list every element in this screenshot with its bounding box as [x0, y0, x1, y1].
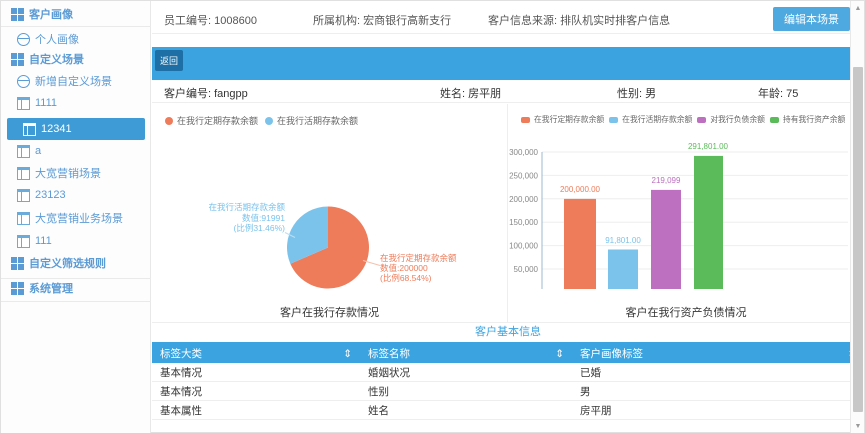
svg-text:(比例68.54%): (比例68.54%): [380, 273, 432, 283]
svg-text:200,000: 200,000: [509, 195, 538, 204]
svg-text:0: 0: [534, 289, 539, 290]
svg-text:数值:91991: 数值:91991: [242, 213, 285, 223]
svg-text:在我行活期存款余额: 在我行活期存款余额: [208, 202, 285, 212]
svg-text:50,000: 50,000: [514, 265, 539, 274]
svg-text:219,099: 219,099: [652, 176, 681, 185]
svg-text:91,801.00: 91,801.00: [605, 236, 641, 245]
svg-text:250,000: 250,000: [509, 171, 538, 180]
svg-text:100,000: 100,000: [509, 242, 538, 251]
svg-text:291,801.00: 291,801.00: [688, 142, 729, 151]
svg-text:200,000.00: 200,000.00: [560, 185, 601, 194]
svg-text:150,000: 150,000: [509, 218, 538, 227]
svg-text:数值:200000: 数值:200000: [380, 263, 428, 273]
svg-text:(比例31.46%): (比例31.46%): [234, 223, 286, 233]
svg-text:300,000: 300,000: [509, 148, 538, 157]
svg-text:在我行定期存款余额: 在我行定期存款余额: [380, 253, 457, 263]
